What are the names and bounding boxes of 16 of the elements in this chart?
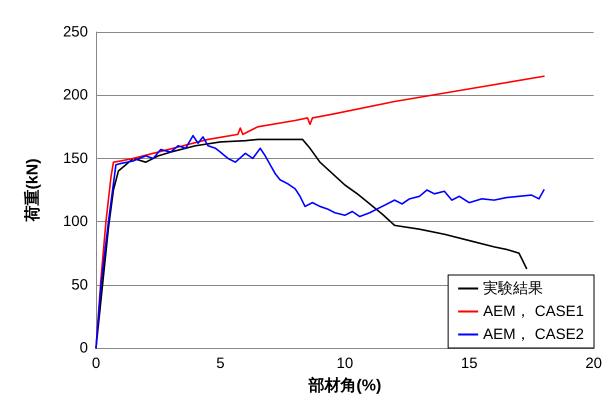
x-tick-label: 20 (585, 355, 602, 372)
legend-label: AEM， CASE1 (483, 303, 584, 320)
y-tick-label: 50 (71, 276, 88, 294)
y-tick-label: 200 (62, 86, 88, 104)
legend-label: 実験結果 (483, 280, 544, 297)
y-tick-label: 100 (62, 213, 88, 230)
y-tick-label: 150 (62, 150, 88, 167)
y-tick-label: 0 (80, 340, 88, 356)
y-axis-title: 荷重(kN) (24, 158, 42, 223)
x-tick-label: 10 (336, 355, 354, 372)
legend-label: AEM， CASE2 (483, 326, 584, 343)
x-axis-title: 部材角(%) (307, 376, 382, 394)
x-tick-label: 0 (92, 355, 100, 372)
x-tick-label: 15 (460, 355, 478, 372)
x-tick-label: 5 (216, 355, 225, 372)
y-tick-label: 250 (62, 24, 88, 40)
